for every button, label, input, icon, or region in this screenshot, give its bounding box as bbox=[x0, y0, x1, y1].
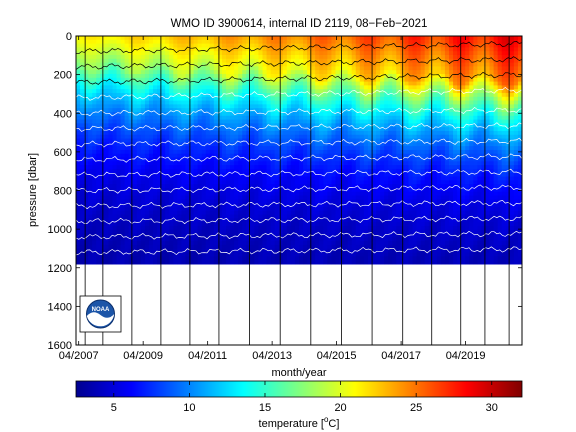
x-tick-label: 04/2011 bbox=[188, 350, 227, 362]
x-axis-label: month/year bbox=[271, 367, 326, 379]
y-tick-label: 1400 bbox=[48, 301, 72, 313]
noaa-logo: NOAA bbox=[79, 295, 122, 333]
colorbar bbox=[75, 380, 523, 398]
y-axis-label: pressure [dbar] bbox=[27, 153, 39, 227]
x-tick-label: 04/2017 bbox=[381, 350, 421, 362]
y-tick-label: 1200 bbox=[48, 263, 72, 275]
y-tick-label: 400 bbox=[54, 108, 72, 120]
x-tick-label: 04/2013 bbox=[252, 350, 292, 362]
y-tick-label: 600 bbox=[54, 147, 72, 159]
temperature-section bbox=[76, 36, 522, 265]
colorbar-tick-label: 20 bbox=[334, 402, 346, 414]
x-tick-label: 04/2019 bbox=[446, 350, 486, 362]
profile-separators bbox=[84, 36, 510, 345]
y-tick-label: 1000 bbox=[48, 224, 72, 236]
colorbar-label: temperature [oC] bbox=[259, 415, 340, 430]
colorbar-tick-label: 30 bbox=[486, 402, 498, 414]
y-axis: 0 200 400 600 800 1000 1200 1400 1600 bbox=[48, 31, 522, 352]
y-tick-label: 800 bbox=[54, 186, 72, 198]
x-tick-label: 04/2009 bbox=[123, 350, 163, 362]
chart-title: WMO ID 3900614, internal ID 2119, 08−Feb… bbox=[171, 18, 428, 30]
colorbar-tick-label: 5 bbox=[111, 402, 117, 414]
colorbar-tick-label: 15 bbox=[259, 402, 271, 414]
colorbar-tick-label: 10 bbox=[183, 402, 195, 414]
y-tick-label: 200 bbox=[54, 70, 72, 82]
x-tick-label: 04/2015 bbox=[317, 350, 357, 362]
x-axis: 04/2007 04/2009 04/2011 04/2013 04/2015 04/20… bbox=[59, 36, 486, 362]
x-tick-label: 04/2007 bbox=[59, 350, 99, 362]
y-tick-label: 1600 bbox=[48, 340, 72, 352]
colorbar-ticks: 5 10 15 20 25 30 bbox=[111, 381, 498, 414]
y-tick-label: 0 bbox=[66, 31, 72, 43]
colorbar-tick-label: 25 bbox=[410, 402, 422, 414]
